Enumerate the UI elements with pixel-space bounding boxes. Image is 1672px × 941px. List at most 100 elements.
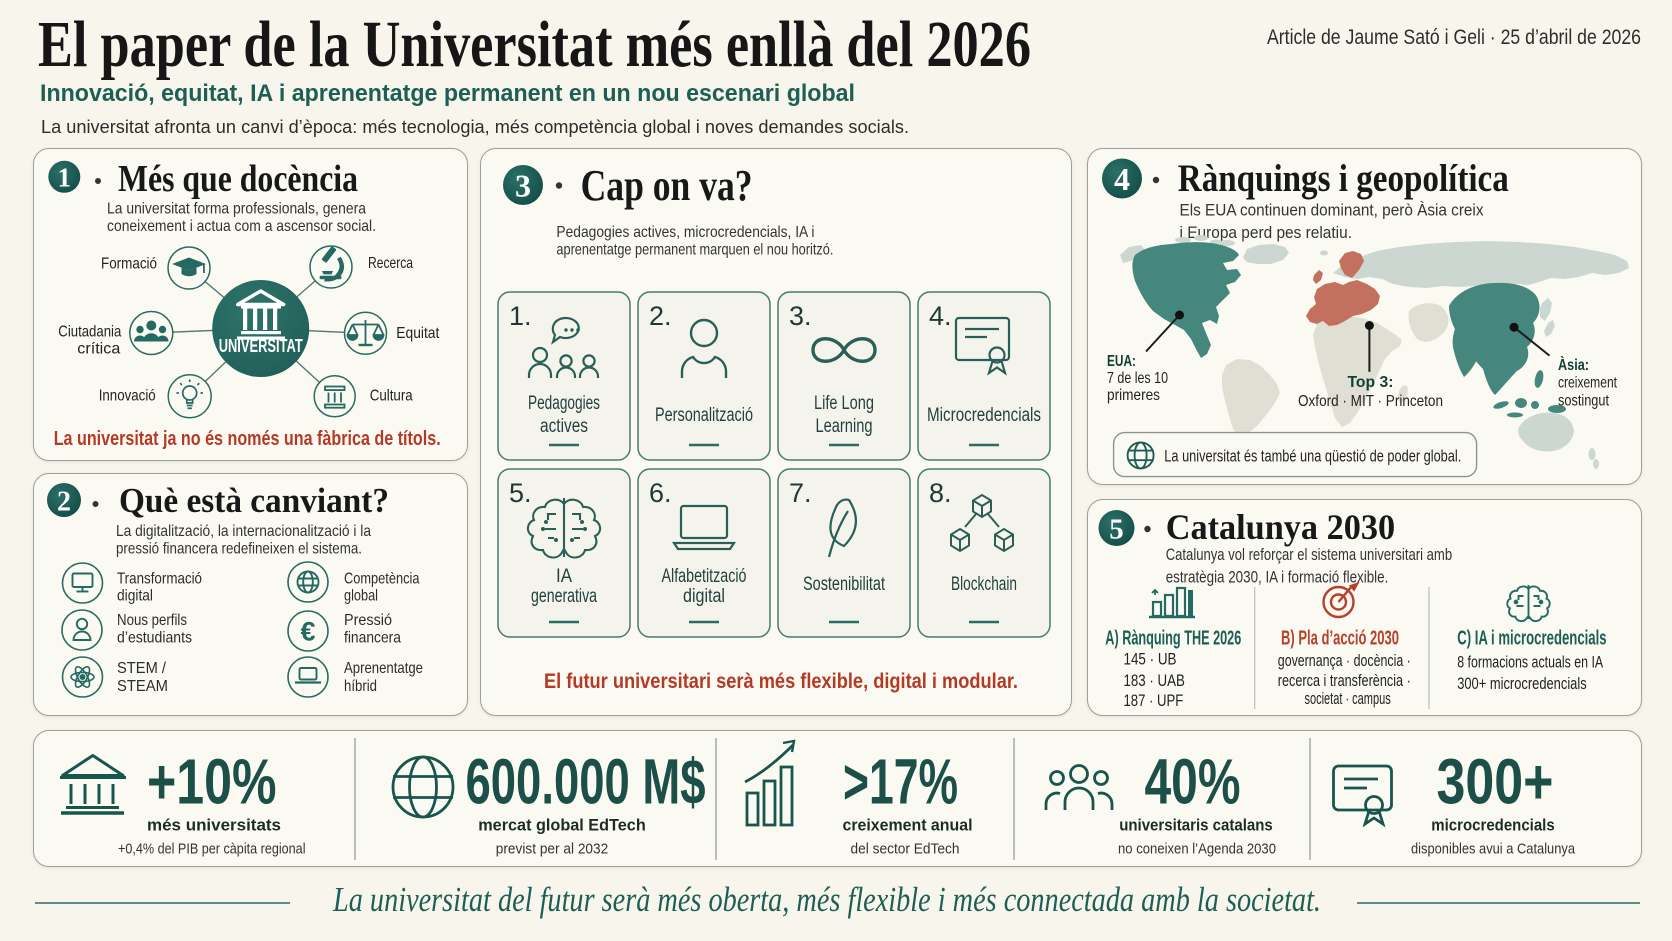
svg-text:La universitat forma professio: La universitat forma professionals, gene… bbox=[107, 201, 366, 218]
svg-text:Què està canviant?: Què està canviant? bbox=[119, 481, 389, 520]
svg-text:+10%: +10% bbox=[147, 746, 277, 818]
svg-text:187 · UPF: 187 · UPF bbox=[1124, 691, 1184, 710]
svg-text:microcredencials: microcredencials bbox=[1431, 816, 1554, 835]
svg-text:Top 3:: Top 3: bbox=[1348, 374, 1394, 391]
svg-text:pressió financera redefineixen: pressió financera redefineixen el sistem… bbox=[116, 541, 362, 558]
svg-text:Més que docència: Més que docència bbox=[118, 158, 358, 200]
svg-text:Pedagogies actives, microcrede: Pedagogies actives, microcredencials, IA… bbox=[556, 224, 814, 241]
svg-text:7.: 7. bbox=[789, 478, 812, 508]
svg-text:4.: 4. bbox=[929, 301, 952, 331]
svg-text:IA: IA bbox=[556, 566, 572, 587]
svg-text:sostingut: sostingut bbox=[1558, 393, 1609, 410]
svg-text:Learning: Learning bbox=[816, 416, 873, 437]
svg-text:€: € bbox=[300, 617, 315, 647]
svg-text:6.: 6. bbox=[649, 478, 672, 508]
svg-text:Recerca: Recerca bbox=[368, 255, 413, 272]
svg-text:2: 2 bbox=[57, 487, 71, 518]
svg-text:mercat global EdTech: mercat global EdTech bbox=[478, 816, 646, 835]
svg-text:no coneixen l’Agenda 2030: no coneixen l’Agenda 2030 bbox=[1118, 841, 1276, 858]
svg-text:3.: 3. bbox=[789, 301, 812, 331]
svg-text:A) Rànquing THE 2026: A) Rànquing THE 2026 bbox=[1105, 628, 1241, 650]
svg-text:Cap on va?: Cap on va? bbox=[581, 161, 753, 210]
svg-text:Catalunya vol reforçar el sist: Catalunya vol reforçar el sistema univer… bbox=[1166, 546, 1452, 564]
svg-text:global: global bbox=[344, 588, 378, 605]
svg-text:600.000 M$: 600.000 M$ bbox=[466, 746, 706, 818]
svg-text:digital: digital bbox=[683, 586, 725, 607]
svg-text:STEAM: STEAM bbox=[117, 678, 168, 695]
svg-text:d’estudiants: d’estudiants bbox=[117, 630, 192, 647]
svg-text:C) IA i microcredencials: C) IA i microcredencials bbox=[1457, 628, 1606, 650]
svg-text:7 de les 10: 7 de les 10 bbox=[1107, 370, 1168, 387]
svg-text:Life Long: Life Long bbox=[814, 393, 874, 414]
svg-text:Competència: Competència bbox=[344, 571, 420, 588]
svg-text:300+ microcredencials: 300+ microcredencials bbox=[1457, 674, 1587, 693]
svg-text:del sector EdTech: del sector EdTech bbox=[851, 841, 960, 858]
svg-text:La universitat és també una qü: La universitat és també una qüestió de p… bbox=[1164, 447, 1461, 465]
svg-text:disponibles avui a Catalunya: disponibles avui a Catalunya bbox=[1411, 841, 1576, 858]
svg-text:4: 4 bbox=[1114, 161, 1130, 197]
svg-text:més universitats: més universitats bbox=[147, 816, 281, 835]
svg-text:Ciutadania: Ciutadania bbox=[58, 323, 121, 340]
svg-text:UNIVERSITAT: UNIVERSITAT bbox=[219, 335, 303, 356]
svg-text:generativa: generativa bbox=[531, 586, 597, 607]
svg-text:Personalització: Personalització bbox=[655, 405, 753, 426]
svg-text:universitaris catalans: universitaris catalans bbox=[1119, 816, 1273, 835]
svg-text:>17%: >17% bbox=[843, 746, 958, 818]
svg-text:B) Pla d’acció 2030: B) Pla d’acció 2030 bbox=[1281, 628, 1399, 650]
svg-text:actives: actives bbox=[540, 416, 588, 437]
svg-text:creixement anual: creixement anual bbox=[843, 816, 973, 835]
svg-text:Innovació: Innovació bbox=[99, 388, 156, 405]
svg-text:Oxford · MIT · Princeton: Oxford · MIT · Princeton bbox=[1298, 393, 1443, 410]
svg-text:La universitat afronta un canv: La universitat afronta un canvi d’època:… bbox=[41, 117, 909, 137]
svg-text:recerca i transferència ·: recerca i transferència · bbox=[1278, 672, 1411, 690]
svg-text:creixement: creixement bbox=[1558, 375, 1617, 392]
svg-text:STEM /: STEM / bbox=[117, 660, 167, 677]
svg-text:EUA:: EUA: bbox=[1107, 353, 1136, 370]
svg-text:El paper de la Universitat més: El paper de la Universitat més enllà del… bbox=[38, 8, 1031, 81]
svg-text:300+: 300+ bbox=[1437, 746, 1554, 818]
svg-text:8 formacions actuals en IA: 8 formacions actuals en IA bbox=[1457, 653, 1603, 672]
svg-text:Cultura: Cultura bbox=[370, 387, 413, 404]
svg-text:Rànquings i geopolítica: Rànquings i geopolítica bbox=[1178, 157, 1509, 200]
svg-text:El futur universitari serà més: El futur universitari serà més flexible,… bbox=[544, 670, 1018, 693]
svg-text:Article de Jaume Sató i Geli ·: Article de Jaume Sató i Geli · 25 d’abri… bbox=[1267, 26, 1641, 49]
svg-text:3: 3 bbox=[515, 168, 531, 204]
svg-text:8.: 8. bbox=[929, 478, 952, 508]
svg-text:Innovació, equitat, IA i apren: Innovació, equitat, IA i aprenentatge pe… bbox=[40, 80, 855, 107]
svg-text:estratègia 2030, IA i formació: estratègia 2030, IA i formació flexible. bbox=[1166, 569, 1389, 587]
svg-text:crítica: crítica bbox=[77, 341, 120, 358]
svg-text:societat · campus: societat · campus bbox=[1304, 690, 1390, 708]
svg-text:Transformació: Transformació bbox=[117, 571, 202, 588]
svg-text:5: 5 bbox=[1109, 514, 1124, 546]
svg-text:Formació: Formació bbox=[101, 256, 157, 273]
svg-text:Microcredencials: Microcredencials bbox=[927, 405, 1041, 426]
svg-text:i Europa perd pes relatiu.: i Europa perd pes relatiu. bbox=[1180, 224, 1353, 242]
svg-text:Àsia:: Àsia: bbox=[1558, 355, 1589, 374]
svg-text:Equitat: Equitat bbox=[396, 325, 439, 342]
svg-text:Blockchain: Blockchain bbox=[951, 574, 1017, 595]
svg-text:primeres: primeres bbox=[1107, 387, 1160, 404]
svg-text:Els EUA continuen dominant, pe: Els EUA continuen dominant, però Àsia cr… bbox=[1180, 200, 1485, 219]
svg-text:1: 1 bbox=[58, 163, 72, 193]
svg-text:financera: financera bbox=[344, 630, 401, 647]
svg-text:2.: 2. bbox=[649, 301, 672, 331]
svg-text:Pedagogies: Pedagogies bbox=[528, 393, 600, 414]
svg-text:aprenentatge permanent marquen: aprenentatge permanent marquen el nou ho… bbox=[556, 242, 833, 259]
svg-text:Sostenibilitat: Sostenibilitat bbox=[803, 574, 886, 595]
svg-text:5.: 5. bbox=[509, 478, 532, 508]
svg-text:Aprenentatge: Aprenentatge bbox=[344, 660, 423, 677]
svg-text:183 · UAB: 183 · UAB bbox=[1124, 671, 1185, 690]
svg-text:previst per al 2032: previst per al 2032 bbox=[496, 841, 609, 858]
svg-text:La universitat del futur serà: La universitat del futur serà més oberta… bbox=[332, 880, 1321, 919]
svg-text:coneixement i actua com a asce: coneixement i actua com a ascensor socia… bbox=[107, 218, 376, 235]
svg-text:40%: 40% bbox=[1145, 746, 1241, 818]
svg-text:Pressió: Pressió bbox=[344, 612, 392, 629]
svg-text:digital: digital bbox=[117, 588, 153, 605]
svg-text:híbrid: híbrid bbox=[344, 678, 377, 695]
svg-text:1.: 1. bbox=[509, 301, 532, 331]
svg-text:Nous perfils: Nous perfils bbox=[117, 612, 187, 629]
svg-text:governança · docència ·: governança · docència · bbox=[1278, 652, 1411, 670]
svg-text:La universitat ja no és només: La universitat ja no és només una fàbric… bbox=[54, 428, 441, 450]
svg-text:Alfabetització: Alfabetització bbox=[662, 566, 747, 587]
svg-text:Catalunya 2030: Catalunya 2030 bbox=[1166, 507, 1396, 547]
